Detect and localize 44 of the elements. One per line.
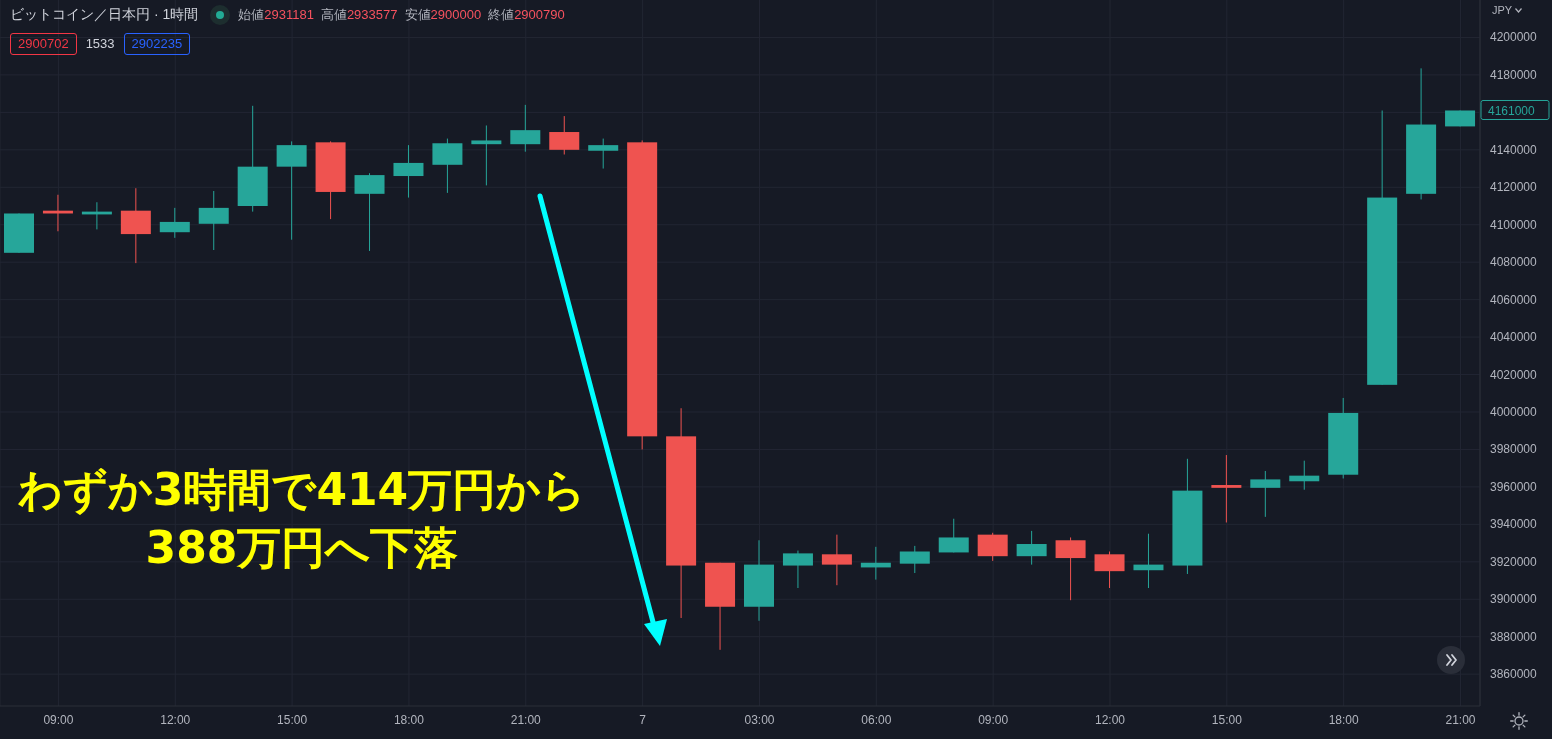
- x-tick-label: 12:00: [1094, 712, 1126, 727]
- y-axis-title: JPY: [1492, 4, 1513, 16]
- x-tick-label: 18:00: [393, 712, 425, 727]
- x-tick-label: 18:00: [1328, 712, 1360, 727]
- y-tick-label: 4040000: [1490, 330, 1538, 345]
- x-tick-label: 7: [639, 712, 647, 727]
- y-tick-label: 4120000: [1490, 180, 1538, 195]
- y-tick-label: 4000000: [1490, 404, 1538, 419]
- candlestick: [1211, 454, 1242, 523]
- x-tick-label: 15:00: [1211, 712, 1243, 727]
- annotation: 高値2933577: [320, 7, 398, 22]
- x-tick-label: 15:00: [277, 712, 308, 727]
- y-tick-label: 3860000: [1490, 667, 1538, 682]
- chart-title: ビットコイン／日本円 · 1時間: [10, 6, 199, 24]
- y-tick-label: 4080000: [1490, 255, 1538, 270]
- annotation: 終値2900790: [488, 7, 565, 22]
- x-tick-label: 06:00: [861, 712, 892, 727]
- y-tick-label: 3900000: [1490, 592, 1538, 607]
- y-tick-label: 4060000: [1490, 292, 1538, 307]
- text: 4161000: [1488, 103, 1536, 118]
- annotation: 始値2931181: [238, 7, 314, 22]
- candlestick: [588, 138, 619, 170]
- candlestick: [471, 124, 502, 186]
- y-tick-label: 4200000: [1490, 30, 1538, 45]
- annotation: 2900702: [10, 33, 77, 55]
- x-tick-label: 03:00: [744, 712, 775, 727]
- x-tick-label: 12:00: [160, 712, 191, 727]
- annotation: 2902235: [123, 33, 191, 55]
- y-tick-label: 4180000: [1490, 67, 1538, 82]
- x-tick-label: 21:00: [1445, 712, 1476, 727]
- y-tick-label: 4020000: [1490, 367, 1538, 382]
- x-tick-label: 21:00: [510, 712, 542, 727]
- x-tick-label: 09:00: [43, 712, 74, 727]
- y-tick-label: 3880000: [1490, 629, 1538, 644]
- annotation: わずか3時間で414万円から 388万円へ下落: [16, 463, 588, 575]
- y-tick-label: 3920000: [1490, 554, 1538, 569]
- annotation: 安値2900000: [404, 7, 482, 22]
- x-tick-label: 09:00: [978, 712, 1009, 727]
- annotation: 1533: [84, 35, 116, 53]
- y-tick-label: 3980000: [1490, 442, 1538, 457]
- y-tick-label: 4100000: [1490, 217, 1538, 232]
- y-tick-label: 3940000: [1490, 517, 1538, 532]
- y-tick-label: 3960000: [1490, 479, 1538, 494]
- y-tick-label: 4140000: [1490, 142, 1538, 157]
